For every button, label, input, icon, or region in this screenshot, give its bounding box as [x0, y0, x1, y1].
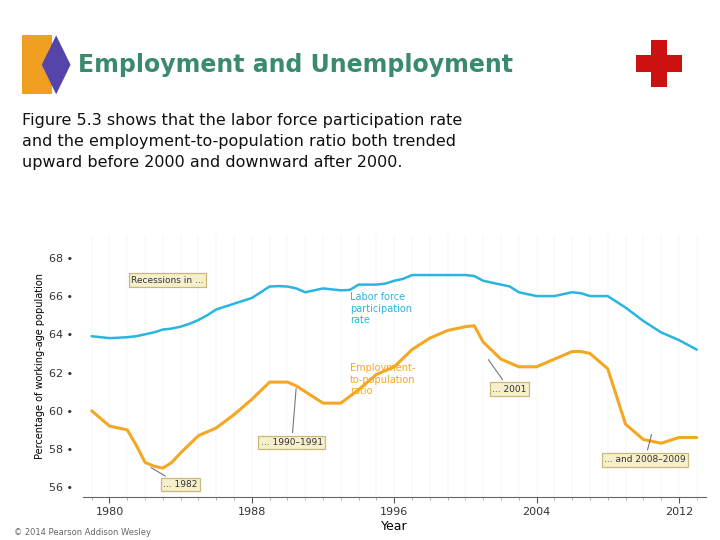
- Text: Employment-
to-population
ratio: Employment- to-population ratio: [350, 363, 415, 396]
- Text: Figure 5.3 shows that the labor force participation rate
and the employment-to-p: Figure 5.3 shows that the labor force pa…: [22, 113, 462, 170]
- Text: ... 2001: ... 2001: [488, 360, 526, 394]
- Text: ... 1982: ... 1982: [151, 468, 197, 489]
- X-axis label: Year: Year: [381, 520, 408, 533]
- Text: ... 1990–1991: ... 1990–1991: [261, 389, 323, 447]
- Polygon shape: [42, 35, 71, 94]
- Text: Labor force
participation
rate: Labor force participation rate: [350, 292, 412, 326]
- Text: © 2014 Pearson Addison Wesley: © 2014 Pearson Addison Wesley: [14, 528, 151, 537]
- Bar: [636, 55, 682, 72]
- Text: ... and 2008–2009: ... and 2008–2009: [604, 435, 685, 464]
- Bar: [651, 39, 667, 87]
- Bar: [22, 35, 52, 94]
- Text: Recessions in ...: Recessions in ...: [131, 276, 204, 285]
- Text: Employment and Unemployment: Employment and Unemployment: [78, 53, 513, 77]
- Y-axis label: Percentage of working-age population: Percentage of working-age population: [35, 273, 45, 459]
